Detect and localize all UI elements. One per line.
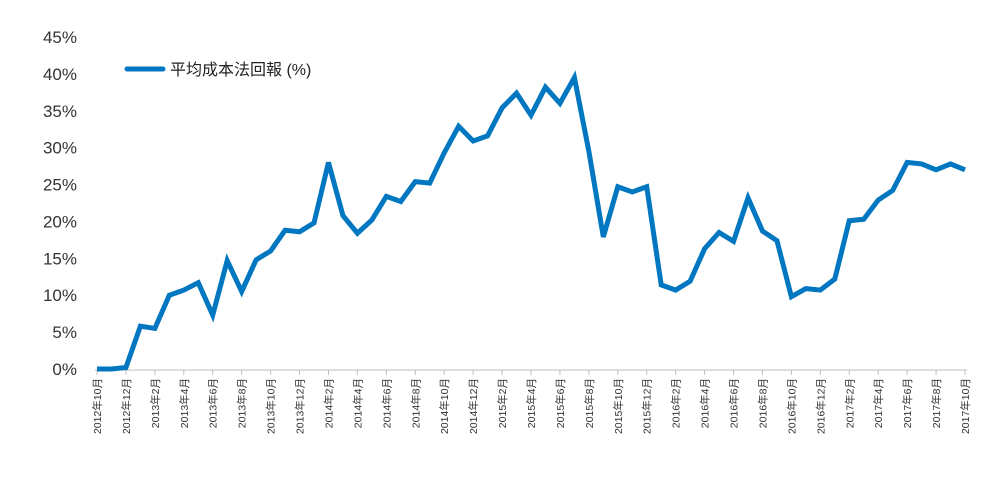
x-tick-label: 2017年2月	[843, 378, 856, 428]
x-tick-label: 2014年6月	[380, 378, 393, 428]
y-tick-label: 35%	[43, 102, 77, 121]
x-tick-label: 2016年12月	[814, 378, 827, 434]
x-tick-label: 2013年10月	[265, 378, 278, 434]
x-tick-label: 2016年6月	[728, 378, 741, 428]
y-tick-label: 25%	[43, 176, 77, 195]
x-tick-label: 2013年6月	[207, 378, 220, 428]
x-tick-label: 2013年12月	[294, 378, 307, 434]
y-tick-label: 10%	[43, 286, 77, 305]
x-tick-label: 2012年12月	[120, 378, 133, 434]
x-tick-label: 2017年4月	[872, 378, 885, 428]
x-axis: 2012年10月 2012年12月 2013年2月 2013年4月 2013年6月 201…	[91, 370, 972, 434]
x-tick-label: 2015年10月	[612, 378, 625, 434]
x-tick-label: 2014年8月	[409, 378, 422, 428]
y-tick-label: 20%	[43, 212, 77, 231]
x-tick-label: 2015年8月	[583, 378, 596, 428]
x-tick-label: 2016年4月	[699, 378, 712, 428]
x-tick-label: 2015年2月	[496, 378, 509, 428]
series-line-dca-return	[97, 70, 966, 372]
y-tick-label: 30%	[43, 139, 77, 158]
x-tick-label: 2015年4月	[525, 378, 538, 428]
x-tick-label: 2016年10月	[785, 378, 798, 434]
x-tick-label: 2013年2月	[149, 378, 162, 428]
x-tick-label: 2014年4月	[351, 378, 364, 428]
x-tick-label: 2014年12月	[467, 378, 480, 434]
y-tick-label: 0%	[52, 360, 77, 379]
x-tick-label: 2013年4月	[178, 378, 191, 428]
y-tick-label: 5%	[52, 323, 77, 342]
x-tick-label: 2012年10月	[91, 378, 104, 434]
y-tick-label: 45%	[43, 28, 77, 47]
x-tick-label: 2016年8月	[756, 378, 769, 428]
x-tick-label: 2016年2月	[670, 378, 683, 428]
y-tick-label: 15%	[43, 249, 77, 268]
x-tick-label: 2017年10月	[959, 378, 972, 434]
y-axis: 0% 5% 10% 15% 20% 25% 30% 35% 40% 45%	[43, 28, 77, 379]
x-tick-label: 2013年8月	[236, 378, 249, 428]
y-tick-label: 40%	[43, 65, 77, 84]
legend: 平均成本法回報 (%)	[124, 61, 311, 79]
x-tick-label: 2015年12月	[641, 378, 654, 434]
x-tick-label: 2017年8月	[930, 378, 943, 428]
legend-label: 平均成本法回報 (%)	[170, 61, 311, 79]
x-tick-label: 2014年10月	[438, 378, 451, 434]
x-tick-label: 2014年2月	[322, 378, 335, 428]
x-tick-label: 2017年6月	[901, 378, 914, 428]
x-tick-label: 2015年6月	[554, 378, 567, 428]
